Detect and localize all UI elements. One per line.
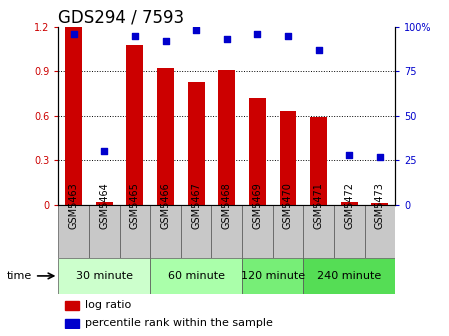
Text: GSM5471: GSM5471 [313,182,324,229]
Bar [181,205,211,258]
Text: GSM5466: GSM5466 [161,182,171,229]
Bar [65,319,79,328]
Text: GSM5469: GSM5469 [252,182,262,229]
Point [315,47,322,53]
Text: 60 minute: 60 minute [167,271,224,281]
Bar [89,205,119,258]
Text: log ratio: log ratio [85,300,132,310]
Bar [303,258,395,294]
Bar [310,117,327,205]
Bar [341,202,357,205]
Point [70,31,77,37]
Point [101,149,108,154]
Bar [96,202,113,205]
Bar [371,203,388,205]
Text: GDS294 / 7593: GDS294 / 7593 [58,9,185,27]
Point [131,33,138,38]
Point [193,28,200,33]
Bar [188,82,205,205]
Bar [365,205,395,258]
Bar [65,27,82,205]
Bar [218,70,235,205]
Bar [58,258,150,294]
Point [254,31,261,37]
Bar [58,205,89,258]
Text: time: time [7,271,32,281]
Point [162,38,169,44]
Bar [273,205,303,258]
Text: percentile rank within the sample: percentile rank within the sample [85,318,273,328]
Text: 30 minute: 30 minute [76,271,133,281]
Bar [119,205,150,258]
Bar [334,205,365,258]
Bar [211,205,242,258]
Bar [249,98,266,205]
Text: GSM5465: GSM5465 [130,182,140,229]
Point [223,37,230,42]
Bar [65,301,79,310]
Text: GSM5468: GSM5468 [222,182,232,229]
Text: GSM5470: GSM5470 [283,182,293,229]
Text: GSM5472: GSM5472 [344,182,354,229]
Bar [242,205,273,258]
Bar [150,258,242,294]
Text: 120 minute: 120 minute [241,271,305,281]
Text: GSM5473: GSM5473 [375,182,385,229]
Text: 240 minute: 240 minute [317,271,381,281]
Bar [280,111,296,205]
Point [346,152,353,158]
Bar [242,258,303,294]
Bar [150,205,181,258]
Point [376,154,383,159]
Text: GSM5463: GSM5463 [69,182,79,229]
Text: GSM5467: GSM5467 [191,182,201,229]
Text: GSM5464: GSM5464 [99,182,109,229]
Bar [303,205,334,258]
Bar [157,69,174,205]
Bar [127,45,143,205]
Point [284,33,291,38]
